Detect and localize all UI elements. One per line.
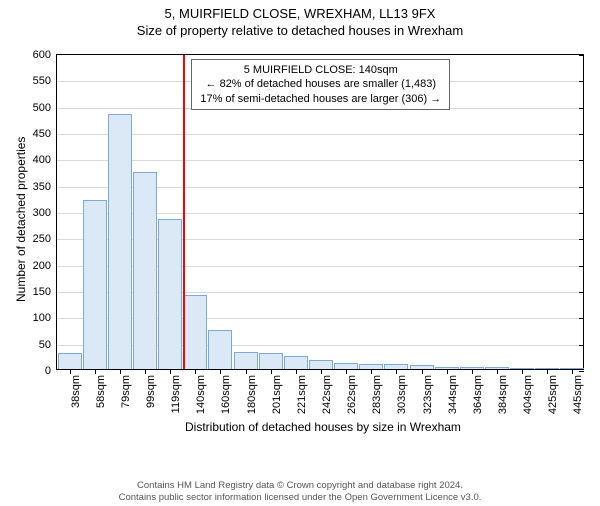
ytick-label: 450 xyxy=(33,128,57,140)
xtick-mark xyxy=(572,369,573,374)
ytick-label: 250 xyxy=(33,233,57,245)
histogram-bar xyxy=(133,172,157,370)
ytick-mark xyxy=(579,160,584,161)
xtick-label: 140sqm xyxy=(195,375,207,414)
ytick-label: 550 xyxy=(33,75,57,87)
xtick-mark xyxy=(120,369,121,374)
xtick-mark xyxy=(70,369,71,374)
xtick-label: 445sqm xyxy=(572,375,584,414)
xtick-label: 38sqm xyxy=(70,375,82,408)
title-sub: Size of property relative to detached ho… xyxy=(0,23,600,38)
ytick-mark xyxy=(579,81,584,82)
xtick-mark xyxy=(145,369,146,374)
xtick-mark xyxy=(422,369,423,374)
xtick-label: 79sqm xyxy=(120,375,132,408)
histogram-bar xyxy=(234,352,258,369)
xtick-mark xyxy=(497,369,498,374)
xtick-mark xyxy=(220,369,221,374)
ytick-label: 300 xyxy=(33,207,57,219)
ytick-mark xyxy=(579,345,584,346)
annotation-line: ← 82% of detached houses are smaller (1,… xyxy=(200,77,441,91)
ytick-label: 100 xyxy=(33,312,57,324)
histogram-bar xyxy=(108,114,132,369)
annotation-line: 5 MUIRFIELD CLOSE: 140sqm xyxy=(200,63,441,77)
xtick-label: 180sqm xyxy=(246,375,258,414)
chart-area: 0 50 100 150 200 250 300 350 400 450 500 550 600 38sq… xyxy=(0,48,600,448)
xtick-label: 404sqm xyxy=(522,375,534,414)
xtick-mark xyxy=(346,369,347,374)
histogram-bar xyxy=(183,295,207,369)
ytick-mark xyxy=(579,134,584,135)
xtick-mark xyxy=(296,369,297,374)
xtick-label: 303sqm xyxy=(396,375,408,414)
xtick-label: 242sqm xyxy=(321,375,333,414)
annotation-box: 5 MUIRFIELD CLOSE: 140sqm← 82% of detach… xyxy=(191,59,450,110)
histogram-bar xyxy=(208,330,232,370)
xtick-mark xyxy=(170,369,171,374)
xtick-label: 201sqm xyxy=(271,375,283,414)
xtick-label: 119sqm xyxy=(170,375,182,413)
property-marker-line xyxy=(183,55,185,369)
xtick-mark xyxy=(547,369,548,374)
gridline xyxy=(57,134,583,135)
xtick-label: 58sqm xyxy=(95,375,107,408)
xtick-mark xyxy=(396,369,397,374)
xtick-label: 384sqm xyxy=(497,375,509,414)
ytick-mark xyxy=(579,239,584,240)
ytick-label: 350 xyxy=(33,181,57,193)
ytick-label: 50 xyxy=(39,339,57,351)
xtick-label: 262sqm xyxy=(346,375,358,414)
ytick-label: 600 xyxy=(33,49,57,61)
footer-line-2: Contains public sector information licen… xyxy=(0,492,600,504)
xtick-label: 221sqm xyxy=(296,375,308,414)
ytick-mark xyxy=(579,108,584,109)
xtick-mark xyxy=(447,369,448,374)
gridline xyxy=(57,160,583,161)
xtick-label: 283sqm xyxy=(371,375,383,414)
histogram-bar xyxy=(259,353,283,369)
xtick-mark xyxy=(321,369,322,374)
xtick-label: 364sqm xyxy=(472,375,484,414)
ytick-label: 0 xyxy=(45,365,57,377)
footer-line-1: Contains HM Land Registry data © Crown c… xyxy=(0,480,600,492)
xtick-label: 160sqm xyxy=(220,375,232,414)
plot-area: 05010015020025030035040045050055060038sq… xyxy=(56,54,584,370)
xtick-mark xyxy=(371,369,372,374)
ytick-label: 150 xyxy=(33,286,57,298)
ytick-mark xyxy=(579,55,584,56)
ytick-label: 500 xyxy=(33,102,57,114)
xtick-label: 323sqm xyxy=(422,375,434,414)
ytick-mark xyxy=(579,213,584,214)
histogram-bar xyxy=(83,200,107,369)
xtick-label: 99sqm xyxy=(145,375,157,408)
xtick-mark xyxy=(472,369,473,374)
xtick-mark xyxy=(195,369,196,374)
xtick-label: 344sqm xyxy=(447,375,459,414)
ytick-mark xyxy=(579,266,584,267)
histogram-bar xyxy=(309,360,333,369)
xtick-mark xyxy=(522,369,523,374)
histogram-bar xyxy=(58,353,82,369)
annotation-line: 17% of semi-detached houses are larger (… xyxy=(200,92,441,106)
ytick-label: 200 xyxy=(33,260,57,272)
histogram-bar xyxy=(158,219,182,369)
footer-attribution: Contains HM Land Registry data © Crown c… xyxy=(0,480,600,504)
xtick-mark xyxy=(95,369,96,374)
ytick-mark xyxy=(579,371,584,372)
ytick-mark xyxy=(579,292,584,293)
xtick-mark xyxy=(271,369,272,374)
xtick-label: 425sqm xyxy=(547,375,559,414)
ytick-mark xyxy=(579,187,584,188)
ytick-mark xyxy=(579,318,584,319)
xtick-mark xyxy=(246,369,247,374)
histogram-bar xyxy=(284,356,308,369)
ytick-label: 400 xyxy=(33,154,57,166)
y-axis-label: Number of detached properties xyxy=(14,137,28,302)
x-axis-label: Distribution of detached houses by size … xyxy=(185,420,461,434)
title-main: 5, MUIRFIELD CLOSE, WREXHAM, LL13 9FX xyxy=(0,6,600,21)
